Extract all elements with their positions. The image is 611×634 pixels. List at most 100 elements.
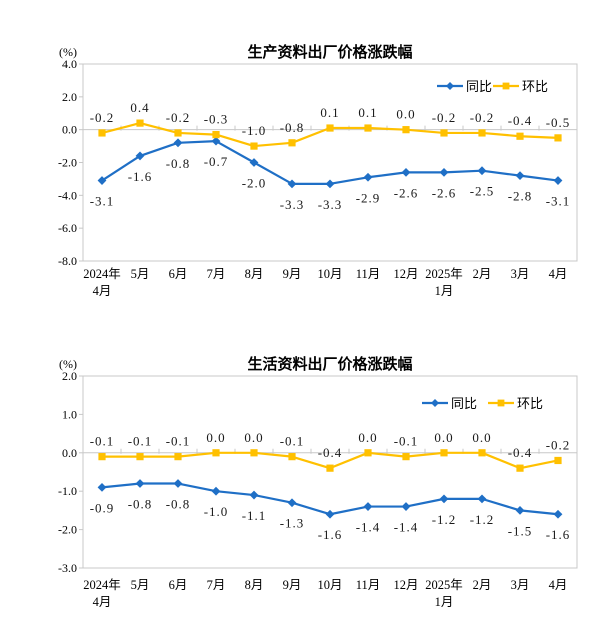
x-category-label: 4月: [549, 578, 568, 592]
y-tick-label: 4.0: [62, 57, 77, 71]
y-axis-unit-label: (%): [59, 45, 77, 59]
y-tick-label: -2.0: [58, 523, 77, 537]
diamond-marker: [173, 138, 183, 148]
data-label: 0.0: [396, 107, 415, 122]
y-tick-label: -3.0: [58, 561, 77, 575]
data-label: 0.0: [358, 430, 377, 445]
consumer-goods-plot-area: 2.0 1.0 0.0 -1.0 -2.0 -3.0 2024年 4月 5月 6月 7月 8月 9月 10…: [58, 369, 578, 609]
diamond-marker: [325, 509, 335, 519]
data-label: -0.1: [166, 434, 191, 449]
data-label: -1.1: [242, 508, 267, 523]
data-label: -0.2: [546, 437, 571, 452]
square-marker: [174, 129, 182, 137]
x-category-label: 5月: [131, 267, 150, 281]
diamond-marker: [439, 167, 449, 177]
diamond-marker: [135, 479, 145, 488]
legend-label: 环比: [517, 396, 543, 411]
x-category-label: 8月: [245, 578, 264, 592]
data-label: -2.6: [394, 185, 419, 200]
x-category-label: 7月: [207, 267, 226, 281]
data-label: -2.0: [242, 176, 267, 191]
diamond-marker: [97, 176, 107, 185]
data-label: -0.1: [280, 434, 305, 449]
square-marker: [516, 132, 524, 140]
data-label: -0.3: [204, 112, 229, 127]
x-category-label: 1月: [435, 595, 454, 609]
x-category-label: 8月: [245, 267, 264, 281]
x-category-label: 6月: [169, 578, 188, 592]
x-category-label: 9月: [283, 578, 302, 592]
y-tick-label: 2.0: [62, 369, 77, 383]
data-label: -1.4: [394, 520, 419, 535]
y-tick-label: 0.0: [62, 123, 77, 137]
diamond-marker: [515, 506, 525, 515]
diamond-marker: [325, 179, 335, 189]
x-category-label: 10月: [317, 578, 342, 592]
y-tick-label: -2.0: [58, 156, 77, 170]
diamond-marker: [477, 166, 487, 176]
producer-goods-plot-area: 4.0 2.0 0.0 -2.0 -4.0 -6.0 -8.0 2024年 4月 5月 6月 7月 8月…: [58, 57, 578, 298]
x-category-label: 12月: [393, 267, 418, 281]
data-label: -1.4: [356, 520, 381, 535]
x-category-label: 9月: [283, 267, 302, 281]
diamond-marker: [135, 151, 145, 161]
diamond-marker: [553, 509, 563, 519]
x-category-label: 7月: [207, 578, 226, 592]
legend-square-marker: [497, 399, 505, 407]
diamond-marker: [211, 486, 221, 496]
chart-title: 生活资料出厂价格涨跌幅: [247, 356, 413, 373]
data-label: -3.3: [280, 197, 305, 212]
data-label: -1.2: [432, 512, 457, 527]
square-marker: [98, 453, 106, 461]
data-label: -2.9: [356, 190, 381, 205]
data-label: -0.4: [318, 445, 343, 460]
diamond-marker: [97, 482, 107, 492]
square-marker: [326, 124, 334, 132]
square-marker: [402, 126, 410, 134]
square-marker: [250, 142, 258, 150]
data-label: -1.0: [204, 504, 229, 519]
diamond-marker: [515, 171, 525, 181]
data-label: 0.4: [130, 100, 149, 115]
square-marker: [250, 449, 258, 457]
square-marker: [516, 464, 524, 472]
x-category-label: 6月: [169, 267, 188, 281]
data-label: -0.9: [90, 500, 115, 515]
y-axis-unit-label: (%): [59, 357, 77, 371]
data-label: -3.1: [546, 194, 571, 209]
diamond-marker: [211, 136, 221, 146]
diamond-marker: [173, 479, 183, 488]
diamond-marker: [363, 172, 373, 182]
x-category-label: 3月: [511, 267, 530, 281]
data-label: -0.8: [280, 120, 305, 135]
diamond-marker: [401, 167, 411, 177]
data-label: -0.2: [470, 110, 495, 125]
x-category-label: 12月: [393, 578, 418, 592]
data-label: -1.6: [128, 169, 153, 184]
data-label: -0.1: [128, 434, 153, 449]
x-category-label: 2月: [473, 267, 492, 281]
data-label: -2.5: [470, 184, 495, 199]
data-label: 0.0: [472, 430, 491, 445]
square-marker: [440, 449, 448, 457]
square-marker: [212, 130, 220, 139]
diamond-marker: [477, 494, 487, 504]
legend-label: 同比: [466, 79, 492, 94]
data-label: -1.3: [280, 516, 305, 531]
data-label: -3.1: [90, 194, 115, 209]
x-category-label: 3月: [511, 578, 530, 592]
diamond-marker: [249, 158, 259, 167]
diamond-marker: [553, 176, 563, 185]
x-category-label: 5月: [131, 578, 150, 592]
data-label: -0.7: [204, 154, 229, 169]
diamond-marker: [287, 179, 297, 189]
x-category-label: 2月: [473, 578, 492, 592]
square-marker: [478, 449, 486, 457]
x-category-label: 10月: [317, 267, 342, 281]
data-label: -0.2: [166, 110, 191, 125]
diamond-marker: [363, 502, 373, 511]
square-marker: [212, 449, 220, 457]
data-label: -2.6: [432, 185, 457, 200]
data-label: -1.6: [318, 527, 343, 542]
data-label: 0.0: [244, 430, 263, 445]
